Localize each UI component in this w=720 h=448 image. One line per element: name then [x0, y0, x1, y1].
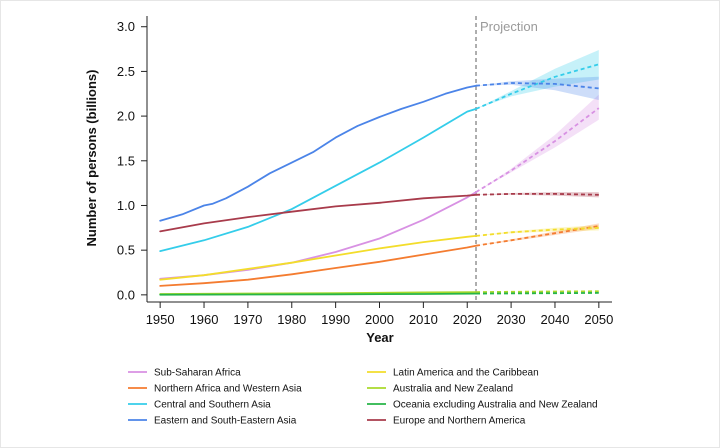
legend-label: Sub-Saharan Africa: [154, 368, 241, 379]
legend-label: Northern Africa and Western Asia: [154, 384, 302, 395]
x-tick-label: 2030: [497, 312, 526, 327]
series-lines: [159, 63, 600, 296]
series-line-projection: [475, 82, 599, 90]
series-line-historical: [159, 234, 477, 281]
y-tick-label: 2.0: [117, 109, 135, 124]
series-line-projection: [475, 225, 599, 247]
x-tick-label: 1970: [233, 312, 262, 327]
x-tick-label: 1980: [277, 312, 306, 327]
y-tick-label: 1.0: [117, 198, 135, 213]
series-line-historical: [159, 292, 477, 296]
y-tick-label: 1.5: [117, 153, 135, 168]
series-line-historical: [159, 84, 477, 222]
x-tick-label: 1960: [190, 312, 219, 327]
legend-label: Europe and Northern America: [393, 416, 526, 427]
legend-label: Central and Southern Asia: [154, 400, 271, 411]
legend: Sub-Saharan Africa Northern Africa and We…: [128, 368, 598, 427]
series-line-historical: [159, 244, 477, 287]
x-tick-label: 2040: [541, 312, 570, 327]
series-line-projection: [475, 192, 599, 196]
series-line-projection: [475, 107, 600, 193]
x-tick-label: 1990: [321, 312, 350, 327]
series-line-projection: [475, 63, 600, 110]
y-tick-label: 0.5: [117, 243, 135, 258]
y-tick-label: 3.0: [117, 19, 135, 34]
y-axis-title: Number of persons (billions): [84, 70, 99, 247]
uncertainty-band: [476, 192, 599, 198]
uncertainty-bands: [476, 50, 599, 246]
x-tick-label: 2000: [365, 312, 394, 327]
axes: 0.0 0.5 1.0 1.5 2.0 2.5 3.0 1950 1960 1970 1980 199…: [117, 16, 613, 327]
series-line-projection: [475, 290, 599, 293]
y-tick-label: 2.5: [117, 64, 135, 79]
x-axis-title: Year: [366, 330, 393, 345]
uncertainty-band: [476, 225, 599, 236]
series-line-projection: [475, 226, 599, 237]
y-tick-label: 0.0: [117, 287, 135, 302]
x-tick-label: 1950: [146, 312, 175, 327]
uncertainty-band: [476, 94, 599, 193]
series-line-historical: [159, 291, 477, 295]
projection-label: Projection: [480, 19, 538, 34]
series-line-projection: [475, 292, 599, 295]
series-line-historical: [159, 108, 477, 253]
x-tick-label: 2050: [584, 312, 613, 327]
legend-label: Oceania excluding Australia and New Zeal…: [393, 400, 598, 411]
legend-label: Australia and New Zealand: [393, 384, 513, 395]
x-tick-label: 2010: [409, 312, 438, 327]
series-line-historical: [159, 193, 477, 233]
legend-label: Latin America and the Caribbean: [393, 368, 539, 379]
legend-label: Eastern and South-Eastern Asia: [154, 416, 297, 427]
x-tick-label: 2020: [453, 312, 482, 327]
uncertainty-band: [476, 50, 599, 109]
